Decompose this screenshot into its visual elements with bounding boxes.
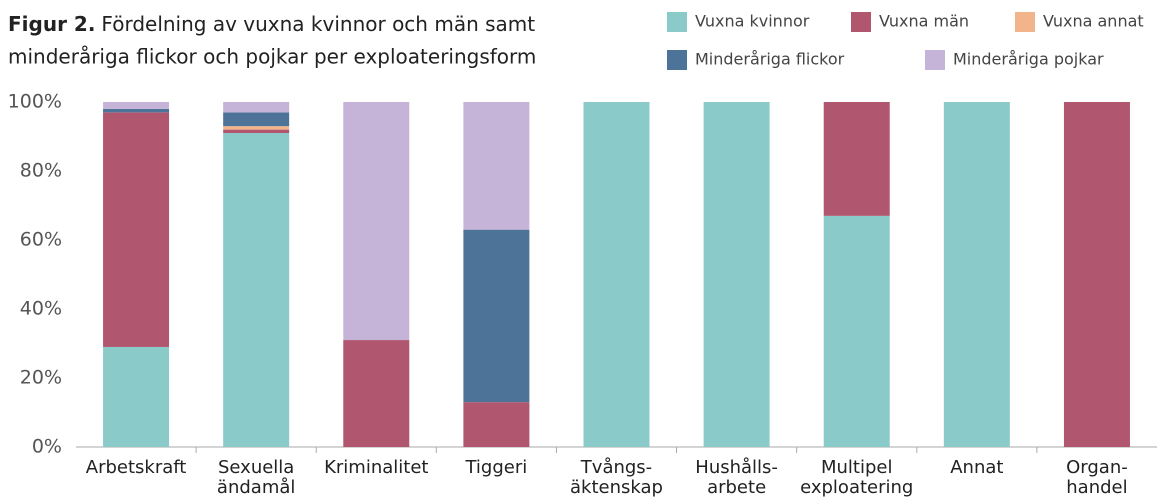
x-tick-label: Multipel	[821, 457, 893, 478]
bar-segment	[103, 112, 170, 347]
x-tick-label: Annat	[950, 457, 1003, 478]
x-tick-label: Sexuella	[218, 457, 294, 478]
x-tick-label: exploatering	[800, 477, 913, 498]
bar-segment	[703, 102, 770, 447]
legend-label: Vuxna kvinnor	[695, 12, 810, 31]
y-tick-label: 20%	[20, 367, 62, 389]
x-tick-label: Tiggeri	[464, 457, 527, 478]
bar-segment	[223, 126, 290, 130]
x-tick-label: Tvångs-	[580, 457, 652, 478]
x-tick-label: äktenskap	[570, 477, 663, 498]
x-tick-label: Organ-	[1066, 457, 1128, 478]
legend-label: Minderåriga pojkar	[953, 50, 1104, 69]
title-line: Fördelning av vuxna kvinnor och män samt	[101, 12, 535, 36]
legend-swatch	[851, 12, 871, 32]
bar-segment	[103, 108, 170, 113]
bar-segment	[223, 129, 290, 134]
bar-segment	[223, 112, 290, 127]
bar-segment	[1063, 102, 1130, 447]
x-tick-label: Kriminalitet	[324, 457, 428, 478]
bar-segment	[583, 102, 650, 447]
chart-title: Figur 2. Fördelning av vuxna kvinnor och …	[8, 12, 535, 36]
bar-segment	[343, 340, 410, 447]
bar-segment	[463, 229, 530, 403]
legend-label: Vuxna annat	[1043, 12, 1144, 31]
bar-segment	[823, 215, 890, 447]
bar-segment	[343, 102, 410, 341]
bar-segment	[103, 102, 170, 109]
y-tick-label: 60%	[20, 229, 62, 251]
bar-segment	[223, 133, 290, 448]
x-tick-label: arbete	[707, 477, 766, 498]
x-tick-label: ändamål	[217, 477, 295, 498]
legend-swatch	[667, 50, 687, 70]
x-tick-label: Arbetskraft	[86, 457, 187, 478]
bar-segment	[463, 102, 530, 230]
legend-swatch	[1015, 12, 1035, 32]
y-tick-label: 100%	[8, 91, 62, 113]
bar-segment	[103, 346, 170, 447]
bar-segment	[943, 102, 1010, 447]
legend-label: Minderåriga flickor	[695, 50, 845, 69]
y-tick-label: 0%	[32, 436, 62, 458]
title-label: Figur 2.	[8, 12, 95, 36]
bar-segment	[463, 402, 530, 447]
legend-swatch	[925, 50, 945, 70]
bar-segment	[223, 102, 290, 113]
y-tick-label: 80%	[20, 160, 62, 182]
legend-swatch	[667, 12, 687, 32]
legend-label: Vuxna män	[879, 12, 969, 31]
x-tick-label: Hushålls-	[695, 457, 778, 478]
y-tick-label: 40%	[20, 298, 62, 320]
x-tick-label: handel	[1066, 477, 1127, 498]
bar-segment	[823, 102, 890, 216]
title-line: minderåriga flickor och pojkar per explo…	[8, 45, 536, 69]
